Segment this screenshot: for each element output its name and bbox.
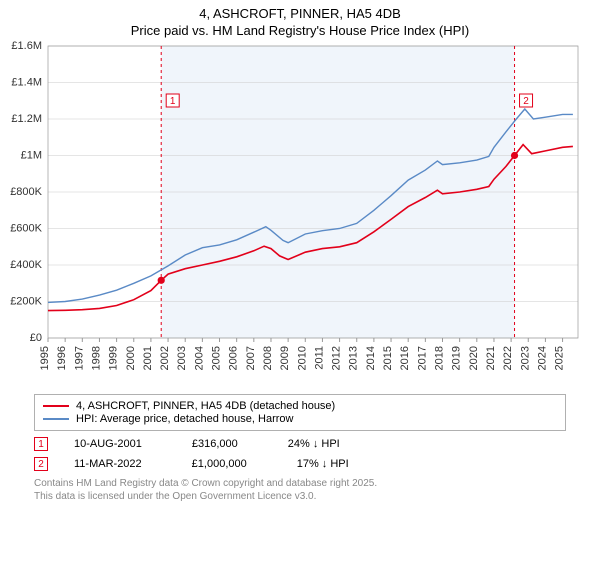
svg-text:£200K: £200K bbox=[10, 296, 42, 308]
svg-text:2002: 2002 bbox=[159, 346, 171, 370]
svg-text:2009: 2009 bbox=[279, 346, 291, 370]
marker-date: 11-MAR-2022 bbox=[74, 458, 142, 470]
legend-label: 4, ASHCROFT, PINNER, HA5 4DB (detached h… bbox=[76, 400, 335, 412]
marker-cells: 11-MAR-2022 £1,000,000 17% ↓ HPI bbox=[74, 458, 349, 470]
marker-cells: 10-AUG-2001 £316,000 24% ↓ HPI bbox=[74, 438, 340, 450]
svg-text:2024: 2024 bbox=[536, 346, 548, 370]
svg-text:£1.6M: £1.6M bbox=[11, 40, 42, 52]
legend-row: HPI: Average price, detached house, Harr… bbox=[43, 413, 557, 425]
marker-price: £1,000,000 bbox=[192, 458, 247, 470]
marker-delta: 24% ↓ HPI bbox=[288, 438, 340, 450]
marker-row: 1 10-AUG-2001 £316,000 24% ↓ HPI bbox=[34, 437, 566, 451]
svg-text:2025: 2025 bbox=[554, 346, 566, 370]
svg-text:2004: 2004 bbox=[193, 346, 205, 370]
page-subtitle: Price paid vs. HM Land Registry's House … bbox=[0, 23, 600, 38]
legend-swatch bbox=[43, 418, 69, 420]
svg-text:2001: 2001 bbox=[142, 346, 154, 370]
svg-text:£1.4M: £1.4M bbox=[11, 77, 42, 89]
legend-row: 4, ASHCROFT, PINNER, HA5 4DB (detached h… bbox=[43, 400, 557, 412]
marker-date: 10-AUG-2001 bbox=[74, 438, 142, 450]
svg-text:2023: 2023 bbox=[519, 346, 531, 370]
footer: Contains HM Land Registry data © Crown c… bbox=[34, 477, 566, 503]
svg-text:2015: 2015 bbox=[382, 346, 394, 370]
svg-text:2003: 2003 bbox=[176, 346, 188, 370]
svg-text:2010: 2010 bbox=[296, 346, 308, 370]
svg-text:2008: 2008 bbox=[262, 346, 274, 370]
price-chart: £0 £200K £400K £600K £800K £1M £1.2M £1.4M £1.6M… bbox=[0, 38, 600, 390]
svg-text:£1M: £1M bbox=[21, 150, 42, 162]
marker-price: £316,000 bbox=[192, 438, 238, 450]
svg-text:£400K: £400K bbox=[10, 259, 42, 271]
footer-line: Contains HM Land Registry data © Crown c… bbox=[34, 477, 566, 490]
svg-text:£800K: £800K bbox=[10, 186, 42, 198]
svg-text:1998: 1998 bbox=[90, 346, 102, 370]
svg-text:£0: £0 bbox=[30, 332, 42, 344]
svg-text:1997: 1997 bbox=[73, 346, 85, 370]
chart-svg: £0 £200K £400K £600K £800K £1M £1.2M £1.4M £1.6M… bbox=[0, 38, 600, 390]
legend: 4, ASHCROFT, PINNER, HA5 4DB (detached h… bbox=[34, 394, 566, 431]
svg-text:2013: 2013 bbox=[348, 346, 360, 370]
svg-text:2007: 2007 bbox=[245, 346, 257, 370]
svg-text:£1.2M: £1.2M bbox=[11, 113, 42, 125]
svg-text:2022: 2022 bbox=[502, 346, 514, 370]
svg-text:2017: 2017 bbox=[416, 346, 428, 370]
svg-text:2: 2 bbox=[523, 96, 529, 107]
marker-row: 2 11-MAR-2022 £1,000,000 17% ↓ HPI bbox=[34, 457, 566, 471]
svg-text:1996: 1996 bbox=[56, 346, 68, 370]
page-title: 4, ASHCROFT, PINNER, HA5 4DB bbox=[0, 6, 600, 21]
svg-text:2005: 2005 bbox=[211, 346, 223, 370]
svg-text:2019: 2019 bbox=[451, 346, 463, 370]
svg-text:1995: 1995 bbox=[39, 346, 51, 370]
svg-text:2011: 2011 bbox=[313, 346, 325, 370]
marker-badge: 1 bbox=[34, 437, 48, 451]
svg-text:2000: 2000 bbox=[125, 346, 137, 370]
svg-text:2020: 2020 bbox=[468, 346, 480, 370]
svg-text:£600K: £600K bbox=[10, 223, 42, 235]
svg-text:2012: 2012 bbox=[331, 346, 343, 370]
legend-label: HPI: Average price, detached house, Harr… bbox=[76, 413, 293, 425]
marker-badge: 2 bbox=[34, 457, 48, 471]
svg-text:1: 1 bbox=[170, 96, 176, 107]
footer-line: This data is licensed under the Open Gov… bbox=[34, 490, 566, 503]
svg-text:1999: 1999 bbox=[108, 346, 120, 370]
svg-text:2021: 2021 bbox=[485, 346, 497, 370]
svg-text:2006: 2006 bbox=[228, 346, 240, 370]
svg-text:2016: 2016 bbox=[399, 346, 411, 370]
svg-text:2014: 2014 bbox=[365, 346, 377, 370]
svg-text:2018: 2018 bbox=[433, 346, 445, 370]
marker-delta: 17% ↓ HPI bbox=[297, 458, 349, 470]
legend-swatch bbox=[43, 405, 69, 407]
